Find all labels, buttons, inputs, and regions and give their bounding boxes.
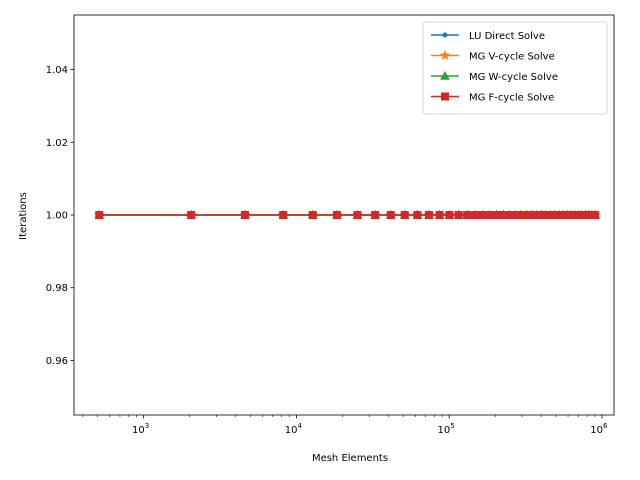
legend-label: MG W-cycle Solve bbox=[469, 72, 558, 83]
legend-label: MG V-cycle Solve bbox=[469, 52, 555, 63]
legend-label: LU Direct Solve bbox=[469, 31, 545, 42]
data-point bbox=[478, 211, 487, 219]
data-point bbox=[445, 211, 454, 219]
legend-entry: LU Direct Solve bbox=[431, 31, 545, 42]
x-axis-label: Mesh Elements bbox=[312, 453, 388, 464]
data-point bbox=[386, 211, 395, 219]
data-point bbox=[463, 211, 472, 219]
legend-entry: MG F-cycle Solve bbox=[431, 92, 554, 104]
data-point bbox=[454, 211, 463, 219]
legend-box bbox=[422, 21, 608, 115]
data-point bbox=[371, 211, 380, 219]
y-tick-label: 0.98 bbox=[46, 283, 68, 294]
y-tick-label: 1.04 bbox=[46, 65, 68, 76]
y-axis: 0.96 0.98 1.00 1.02 1.04 bbox=[46, 65, 74, 367]
y-axis-label: Iterations bbox=[18, 192, 29, 240]
y-tick-label: 1.00 bbox=[46, 211, 68, 222]
y-tick-label: 1.02 bbox=[46, 138, 68, 149]
data-point bbox=[424, 211, 433, 219]
legend-entry: MG V-cycle Solve bbox=[431, 49, 555, 63]
data-point bbox=[442, 32, 448, 38]
data-point bbox=[187, 211, 196, 219]
y-tick-label: 0.96 bbox=[46, 356, 68, 367]
data-point bbox=[591, 211, 600, 219]
data-point bbox=[332, 211, 341, 219]
data-point bbox=[471, 211, 480, 219]
x-tick-label: 105 bbox=[438, 422, 455, 436]
data-point bbox=[95, 211, 104, 219]
data-point bbox=[492, 211, 501, 219]
series-4 bbox=[95, 211, 600, 219]
legend-label: MG F-cycle Solve bbox=[469, 93, 554, 104]
data-point bbox=[439, 49, 451, 61]
data-point bbox=[413, 211, 422, 219]
series-layer bbox=[93, 209, 601, 220]
data-point bbox=[279, 211, 288, 219]
legend: LU Direct Solve MG V-cycle Solve MG W-cycl… bbox=[422, 21, 608, 115]
x-tick-label: 104 bbox=[285, 422, 303, 436]
x-axis: 103 104 105 106 bbox=[82, 415, 608, 436]
x-tick-label: 103 bbox=[132, 422, 149, 436]
data-point bbox=[353, 211, 362, 219]
legend-entry: MG W-cycle Solve bbox=[431, 70, 558, 83]
data-point bbox=[435, 211, 444, 219]
data-point bbox=[485, 211, 494, 219]
data-point bbox=[440, 70, 450, 80]
data-point bbox=[400, 211, 409, 219]
data-point bbox=[240, 211, 249, 219]
data-point bbox=[308, 211, 317, 219]
data-point bbox=[441, 92, 449, 101]
x-tick-label: 106 bbox=[590, 422, 608, 436]
